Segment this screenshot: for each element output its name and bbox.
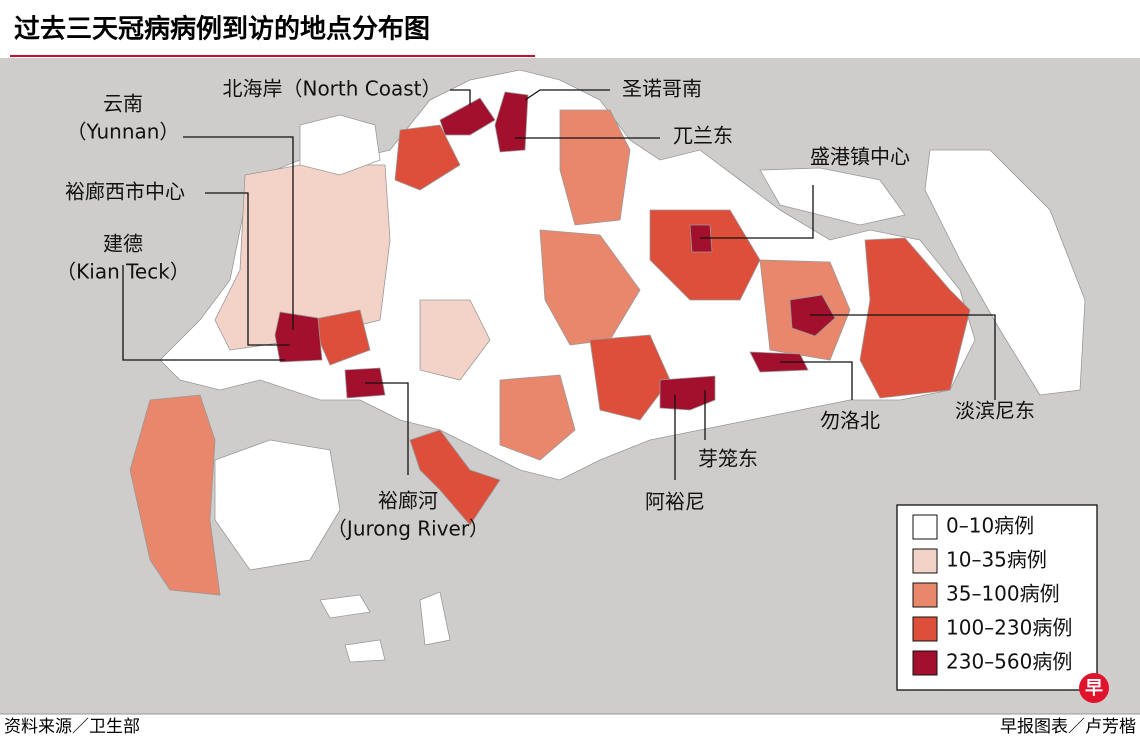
region	[559, 109, 631, 226]
region	[309, 309, 371, 366]
title: 过去三天冠病病例到访的地点分布图	[14, 14, 430, 45]
place-label: 芽笼东	[698, 447, 758, 471]
leader-line	[780, 361, 853, 400]
hotspot	[494, 91, 529, 153]
place-label: 裕廊西市中心	[65, 180, 185, 204]
leader-line	[810, 314, 996, 400]
credit: 早报图表／卢芳楷	[1000, 717, 1136, 737]
place-label: 淡滨尼东	[955, 399, 1035, 423]
region	[859, 237, 971, 399]
hotspot	[274, 311, 323, 363]
island	[319, 594, 371, 619]
region	[589, 334, 671, 421]
hotspot	[439, 97, 496, 136]
place-label: 盛港镇中心	[810, 145, 910, 169]
legend-swatch	[912, 650, 938, 676]
legend-label: 230–560病例	[946, 650, 1072, 674]
place-label: （Yunnan）	[67, 120, 180, 144]
leader-lines	[122, 89, 996, 480]
hotspot	[659, 375, 716, 411]
island	[299, 114, 381, 176]
legend-label: 10–35病例	[946, 548, 1047, 572]
legend-swatch	[912, 548, 938, 574]
source: 资料来源／卫生部	[4, 717, 140, 737]
leader-line	[700, 185, 814, 239]
leader-line	[365, 382, 409, 475]
place-label: 兀兰东	[673, 124, 733, 148]
place-label: （Jurong River）	[327, 517, 489, 541]
island	[759, 167, 906, 226]
region	[419, 299, 491, 381]
island	[419, 591, 451, 646]
hotspot	[749, 351, 809, 373]
place-label: 云南	[103, 92, 143, 116]
region	[649, 209, 761, 301]
map	[129, 69, 1086, 663]
leader-line	[450, 89, 471, 105]
region	[499, 374, 576, 461]
place-label: 勿洛北	[820, 409, 880, 433]
leader-line	[183, 136, 294, 330]
legend-swatch	[912, 582, 938, 608]
place-label: 北海岸（North Coast）	[222, 77, 441, 101]
legend-swatch	[912, 616, 938, 642]
legend-label: 35–100病例	[946, 582, 1060, 606]
legend: 0–10病例 10–35病例 35–100病例 100–230病例 230–560病例	[912, 514, 1072, 676]
leader-line	[524, 89, 610, 101]
tuas	[129, 394, 221, 596]
logo-text: 早	[1085, 678, 1103, 699]
island	[924, 149, 1086, 396]
leader-line	[122, 265, 285, 361]
logo	[1079, 673, 1109, 703]
island	[344, 639, 386, 663]
legend-label: 100–230病例	[946, 616, 1072, 640]
place-label: 阿裕尼	[645, 490, 705, 514]
place-label: 圣诺哥南	[622, 77, 702, 101]
place-label: （Kian Teck）	[56, 260, 190, 284]
legend-label: 0–10病例	[946, 514, 1034, 538]
leader-line	[205, 192, 290, 346]
legend-swatch	[912, 514, 938, 540]
jurong-island	[214, 439, 341, 571]
region	[394, 124, 461, 191]
place-label: 裕廊河	[378, 489, 438, 513]
place-label: 建德	[103, 232, 143, 256]
river	[409, 429, 501, 526]
